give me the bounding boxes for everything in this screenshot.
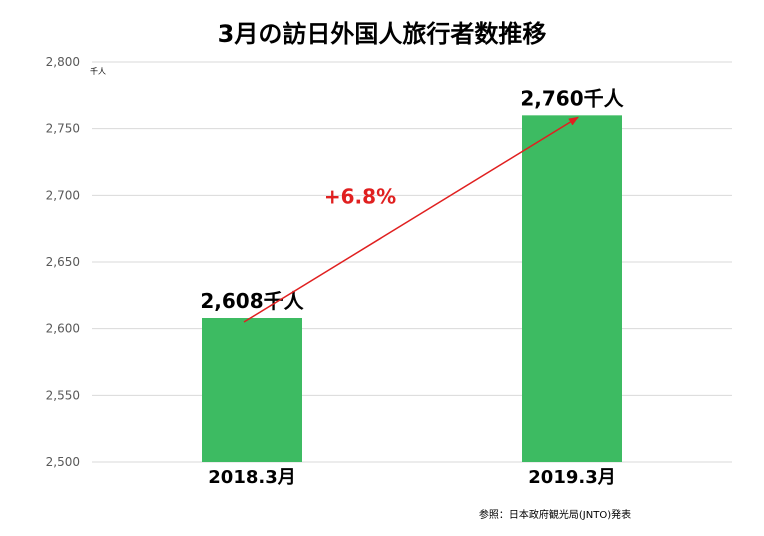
x-category-label: 2018.3月 (208, 467, 295, 488)
y-tick-label: 2,600 (46, 322, 80, 336)
bar-data-label: 2,760千人 (520, 86, 624, 110)
y-tick-label: 2,700 (46, 188, 80, 202)
bar-data-label: 2,608千人 (200, 289, 304, 313)
bar (202, 318, 302, 462)
growth-arrow (243, 116, 579, 323)
y-tick-label: 2,500 (46, 455, 80, 469)
x-category-label: 2019.3月 (528, 467, 615, 488)
source-note: 参照：日本政府観光局(JNTO)発表 (478, 510, 632, 521)
chart-title: 3月の訪日外国人旅行者数推移 (217, 20, 547, 48)
y-tick-label: 2,650 (46, 255, 80, 269)
unit-label: 千人 (90, 66, 106, 76)
y-tick-label: 2,550 (46, 388, 80, 402)
bar (522, 115, 622, 462)
y-tick-label: 2,750 (46, 122, 80, 136)
growth-annotation: +6.8% (324, 184, 396, 208)
y-tick-label: 2,800 (46, 55, 80, 69)
